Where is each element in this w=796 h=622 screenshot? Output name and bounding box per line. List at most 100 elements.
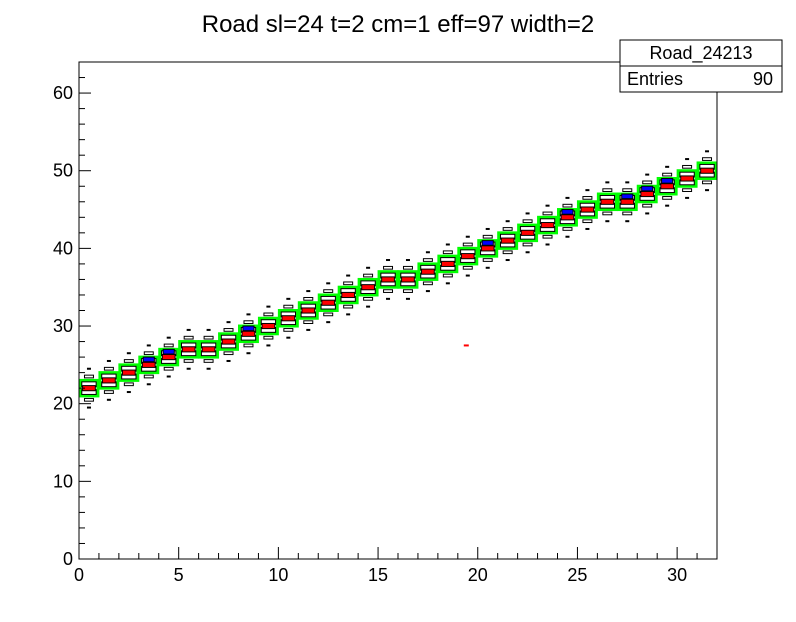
occupancy-box	[622, 211, 633, 216]
stray-hit	[465, 274, 470, 277]
occupancy-box	[143, 374, 154, 379]
stray-hit	[326, 321, 331, 324]
hit-cell	[161, 354, 176, 361]
road-window	[517, 223, 539, 243]
hit-cell	[241, 330, 256, 337]
stray-hit	[545, 243, 550, 246]
hit-cell	[680, 175, 694, 182]
road-window	[178, 340, 200, 359]
hit-cell	[580, 206, 595, 213]
stray-hit	[505, 220, 510, 223]
stray-hit	[525, 212, 530, 215]
x-tick-label: 5	[174, 565, 184, 585]
stray-hit	[246, 352, 251, 355]
y-tick-label: 0	[63, 549, 73, 569]
alt-hit-cell	[561, 209, 574, 215]
stray-hit	[166, 336, 171, 339]
stray-hit	[126, 391, 131, 394]
stray-hit	[525, 251, 530, 254]
chart-title: Road sl=24 t=2 cm=1 eff=97 width=2	[202, 11, 595, 38]
stray-hit	[445, 243, 450, 246]
stray-hit	[106, 398, 111, 401]
occupancy-box	[662, 172, 673, 177]
occupancy-box	[183, 335, 194, 340]
hit-cell	[560, 214, 575, 221]
stray-hit	[565, 235, 570, 238]
road-window	[118, 363, 140, 382]
hit-cell	[460, 253, 475, 260]
hit-cell	[361, 284, 375, 291]
hit-cell	[600, 198, 615, 205]
occupancy-box	[602, 211, 613, 216]
occupancy-box	[303, 296, 314, 301]
stray-hit	[106, 359, 111, 362]
stray-hit	[346, 313, 351, 316]
occupancy-box	[562, 203, 573, 208]
road-window	[537, 215, 558, 235]
hit-cell	[540, 222, 555, 229]
y-tick-label: 20	[53, 394, 73, 414]
stray-hit	[425, 251, 430, 254]
stray-hit	[246, 313, 251, 316]
occupancy-box	[502, 227, 513, 231]
road-window	[417, 262, 439, 281]
stray-hit	[146, 344, 151, 347]
stats-box-name: Road_24213	[649, 43, 752, 64]
stray-hit	[505, 259, 510, 262]
hit-cell	[500, 237, 515, 244]
hit-cell	[261, 322, 276, 330]
hit-cell	[401, 276, 415, 283]
hit-cell	[301, 307, 316, 314]
plot-marks	[78, 150, 718, 409]
stray-hit	[705, 189, 710, 192]
stray-hit	[485, 266, 490, 269]
stray-hit	[86, 367, 91, 370]
occupancy-box	[143, 351, 154, 356]
hit-cell	[381, 276, 395, 283]
hit-cell	[221, 338, 236, 345]
occupancy-box	[622, 188, 633, 192]
road-window	[457, 246, 479, 266]
occupancy-box	[203, 359, 214, 363]
occupancy-box	[323, 312, 334, 317]
stray-hit	[565, 196, 570, 199]
hit-cell	[321, 299, 336, 306]
occupancy-box	[103, 390, 114, 394]
occupancy-box	[562, 227, 573, 231]
stray-hit	[306, 290, 311, 293]
occupancy-box	[123, 382, 134, 387]
occupancy-box	[283, 304, 294, 309]
plot-frame	[78, 61, 718, 560]
x-tick-label: 30	[667, 565, 687, 585]
occupancy-box	[542, 211, 553, 216]
occupancy-box	[263, 335, 274, 340]
outlier-hit	[463, 344, 469, 347]
stray-hit	[226, 359, 231, 362]
stray-hit	[186, 367, 191, 370]
road-window	[397, 270, 419, 289]
occupancy-box	[442, 250, 453, 255]
occupancy-box	[163, 343, 174, 348]
hit-cell	[620, 198, 635, 205]
road-window	[277, 309, 299, 328]
hit-cell	[440, 260, 455, 267]
y-tick-label: 10	[53, 471, 73, 491]
occupancy-box	[682, 188, 693, 192]
occupancy-box	[263, 312, 274, 317]
stray-hit	[266, 305, 271, 308]
road-window	[497, 231, 519, 250]
occupancy-box	[462, 265, 473, 270]
occupancy-box	[183, 359, 194, 363]
stray-hit	[545, 204, 550, 207]
stray-hit	[405, 297, 410, 300]
hit-cell	[421, 268, 435, 275]
alt-hit-cell	[242, 325, 255, 332]
stray-hit	[685, 196, 690, 199]
alt-hit-cell	[142, 356, 155, 363]
stray-hit	[366, 266, 371, 269]
stray-hit	[146, 383, 151, 386]
stray-hit	[386, 259, 391, 262]
road-window	[198, 340, 220, 359]
y-tick-label: 60	[53, 83, 73, 103]
occupancy-box	[103, 366, 114, 371]
